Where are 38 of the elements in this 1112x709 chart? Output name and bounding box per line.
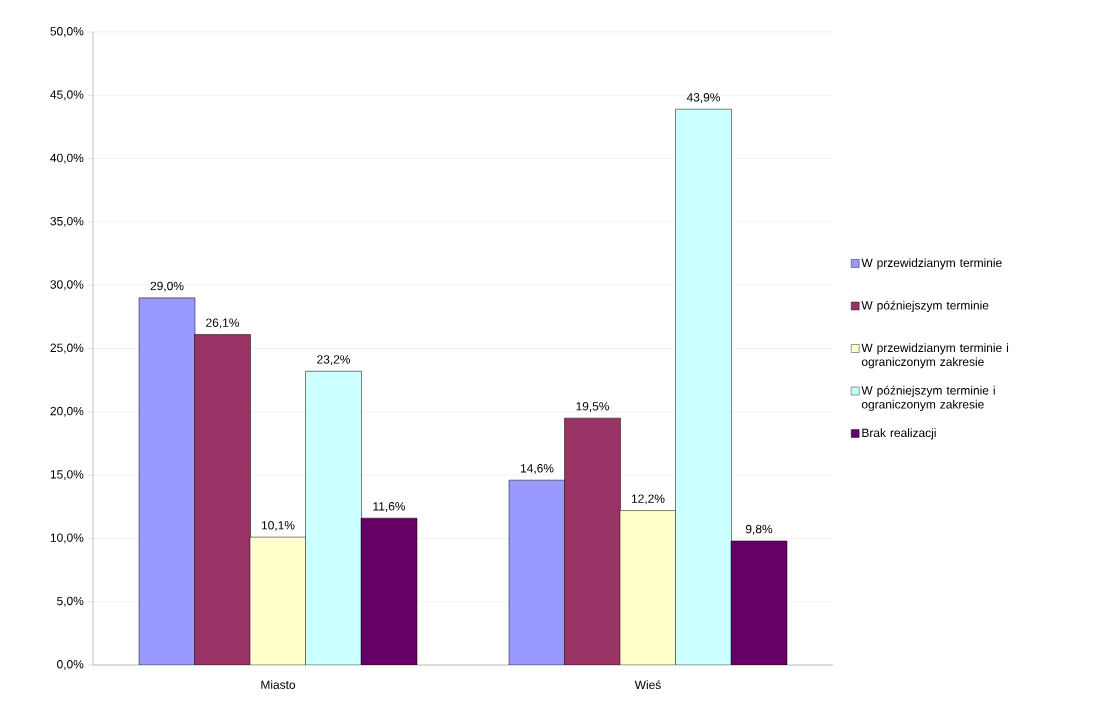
bar <box>564 417 621 665</box>
y-tick-label: 20,0% <box>50 406 84 417</box>
y-tick-label: 50,0% <box>50 27 84 37</box>
legend-label: W późniejszym terminie <box>861 300 989 312</box>
data-label: 9,8% <box>745 524 773 535</box>
y-tick-label: 40,0% <box>50 153 84 164</box>
y-tick-label: 15,0% <box>50 470 84 481</box>
y-tick-label: 25,0% <box>50 343 84 354</box>
data-label: 12,2% <box>631 494 665 505</box>
y-tick-label: 0,0% <box>57 660 84 670</box>
bar <box>249 536 307 665</box>
bar <box>194 334 251 665</box>
data-label: 11,6% <box>373 502 406 512</box>
data-label: 29,0% <box>150 281 184 292</box>
bar <box>138 297 196 665</box>
bar <box>730 540 788 665</box>
bar <box>619 510 677 665</box>
legend-label: W przewidzianym terminie i ograniczonym zakresie <box>861 343 1009 369</box>
legend-label: W przewidzianym terminie <box>861 258 1002 270</box>
data-label: 14,6% <box>520 464 554 474</box>
legend-label: Brak realizacji <box>862 428 936 440</box>
y-tick-label: 35,0% <box>50 216 84 227</box>
legend-label: W późniejszym terminie i ograniczonym zakresie <box>861 385 995 411</box>
x-tick-label: Wieś <box>634 680 661 690</box>
data-label: 26,1% <box>206 318 240 329</box>
bar <box>360 517 418 665</box>
x-tick-label: Miasto <box>261 680 296 689</box>
bar <box>508 479 566 665</box>
bar <box>675 108 732 665</box>
data-label: 19,5% <box>576 402 610 412</box>
y-tick-label: 30,0% <box>50 280 84 291</box>
y-tick-label: 45,0% <box>50 90 84 101</box>
data-label: 10,1% <box>261 521 295 531</box>
data-label: 23,2% <box>317 355 351 366</box>
data-label: 43,9% <box>686 93 721 103</box>
y-tick-label: 10,0% <box>50 533 84 544</box>
y-tick-label: 5,0% <box>57 596 84 607</box>
bar <box>305 371 362 665</box>
